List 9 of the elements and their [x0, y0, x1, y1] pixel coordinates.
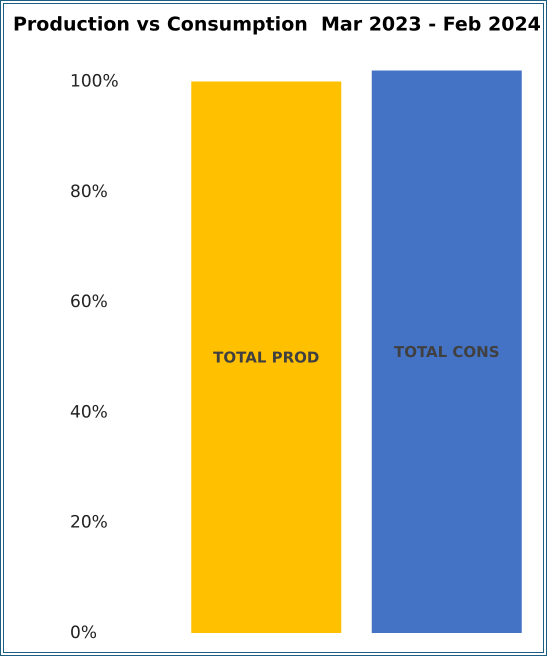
x-tick-label: TOTAL CONS [394, 342, 500, 361]
y-tick-label: 60% [70, 292, 108, 312]
y-tick-label: 20% [70, 512, 108, 533]
y-tick-label: 40% [70, 402, 108, 422]
y-tick-label: 100% [70, 72, 119, 92]
x-tick-label: TOTAL PROD [213, 348, 320, 366]
y-tick-label: 80% [70, 182, 108, 202]
y-tick-label: 0% [70, 623, 97, 643]
chart-title: Production vs Consumption Mar 2023 - Feb 2024 [13, 14, 541, 36]
